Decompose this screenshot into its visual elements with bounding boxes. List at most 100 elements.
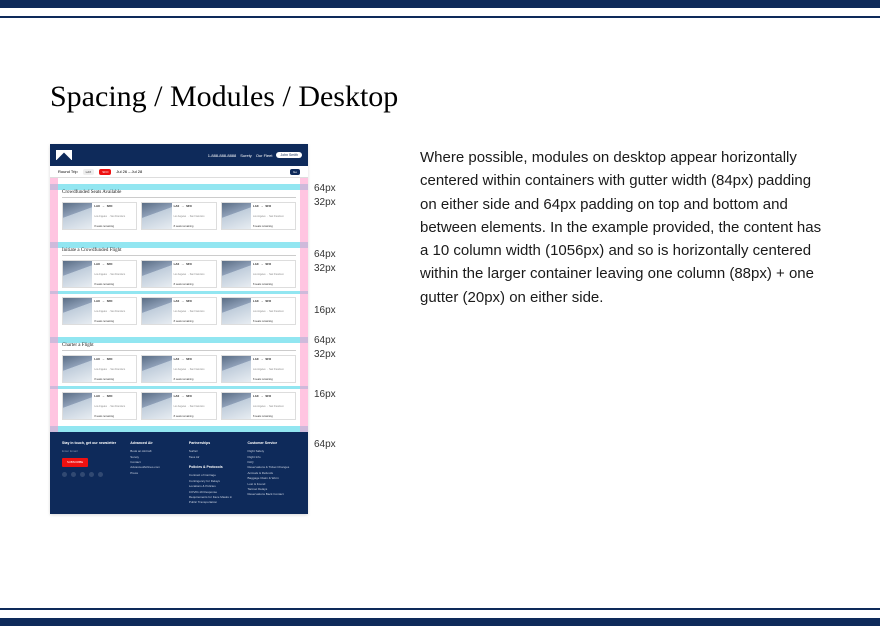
card-meta: LAX→SFOLos Angeles → San Francisco8 seat… (172, 261, 216, 287)
mockup-body: Crowdfunded Seats AvailableLAX→SFOLos An… (50, 178, 308, 432)
plane-image (63, 393, 92, 419)
header-link: Our Fleet (256, 153, 273, 158)
cyan-spacing-gap (50, 386, 308, 389)
plane-image (222, 203, 251, 229)
flight-card: LAX→SFOLos Angeles → San Francisco8 seat… (141, 202, 216, 230)
card-meta: LAX→SFOLos Angeles → San Francisco8 seat… (172, 203, 216, 229)
subscribe-button: SUBSCRIBE (62, 458, 88, 467)
footer-col-heading: Customer Service (247, 440, 296, 446)
card-meta: LAX→SFOLos Angeles → San Francisco8 seat… (92, 393, 136, 419)
flight-card: LAX→SFOLos Angeles → San Francisco8 seat… (141, 355, 216, 383)
card-meta: LAX→SFOLos Angeles → San Francisco8 seat… (251, 261, 295, 287)
card-meta: LAX→SFOLos Angeles → San Francisco8 seat… (172, 393, 216, 419)
plane-image (222, 298, 251, 324)
footer-col: Customer ServiceFlight SafetyFlight Info… (247, 440, 296, 506)
card-row: LAX→SFOLos Angeles → San Francisco8 seat… (62, 392, 296, 420)
mockup-header: 1-888-888-8888 Surety Our Fleet John Smi… (50, 144, 308, 166)
two-column-row: 1-888-888-8888 Surety Our Fleet John Smi… (50, 144, 830, 514)
email-placeholder: Enter Email (62, 449, 120, 454)
plane-image (63, 356, 92, 382)
top-thin-rule (0, 16, 880, 18)
plane-image (142, 261, 171, 287)
flight-card: LAX→SFOLos Angeles → San Francisco8 seat… (221, 202, 296, 230)
nav-triptype: Round Trip (58, 169, 78, 174)
plane-image (63, 298, 92, 324)
card-meta: LAX→SFOLos Angeles → San Francisco8 seat… (92, 261, 136, 287)
card-row: LAX→SFOLos Angeles → San Francisco8 seat… (62, 202, 296, 230)
mockup-column: 1-888-888-8888 Surety Our Fleet John Smi… (50, 144, 350, 514)
flight-card: LAX→SFOLos Angeles → San Francisco8 seat… (221, 260, 296, 288)
footer-col-heading: Advanced Air (130, 440, 179, 446)
footer-lead-col: Stay in touch, get our newsletter Enter E… (62, 440, 120, 506)
flight-card: LAX→SFOLos Angeles → San Francisco8 seat… (62, 297, 137, 325)
card-row: LAX→SFOLos Angeles → San Francisco8 seat… (62, 355, 296, 383)
cyan-spacing-gap (50, 426, 308, 432)
nav-from-chip: LAX (83, 169, 95, 175)
footer-col-heading: Policies & Protocols (189, 464, 238, 470)
bottom-thick-rule (0, 618, 880, 626)
description-text: Where possible, modules on desktop appea… (380, 144, 830, 309)
flight-card: LAX→SFOLos Angeles → San Francisco8 seat… (221, 392, 296, 420)
plane-image (142, 356, 171, 382)
card-meta: LAX→SFOLos Angeles → San Francisco8 seat… (251, 298, 295, 324)
user-pill: John Smith (276, 152, 302, 158)
flight-card: LAX→SFOLos Angeles → San Francisco8 seat… (62, 392, 137, 420)
plane-image (63, 203, 92, 229)
spacing-label: 32px (314, 350, 336, 360)
mockup-section: Initiate a Crowdfunded Flight LAX→SFOLos … (50, 236, 308, 331)
bottom-thin-rule (0, 608, 880, 610)
footer-col: Advanced AirBook an AircraftSuretyContac… (130, 440, 179, 506)
spacing-label: 64px (314, 336, 336, 346)
plane-image (222, 356, 251, 382)
wings-logo-icon (56, 150, 72, 160)
flight-card: LAX→SFOLos Angeles → San Francisco8 seat… (62, 260, 137, 288)
social-icons (62, 472, 120, 477)
nav-date: Jul 26 – Jul 28 (116, 169, 142, 174)
flight-card: LAX→SFOLos Angeles → San Francisco8 seat… (141, 392, 216, 420)
plane-image (222, 393, 251, 419)
card-meta: LAX→SFOLos Angeles → San Francisco8 seat… (251, 356, 295, 382)
section-heading: Charter a Flight (62, 343, 296, 351)
nav-to-chip: SFO (99, 169, 111, 175)
bottom-border-bar (0, 612, 880, 626)
card-row: LAX→SFOLos Angeles → San Francisco8 seat… (62, 297, 296, 325)
header-link: Surety (240, 153, 252, 158)
plane-image (222, 261, 251, 287)
spacing-label: 64px (314, 440, 336, 450)
footer-lead-title: Stay in touch, get our newsletter (62, 440, 120, 446)
flight-card: LAX→SFOLos Angeles → San Francisco8 seat… (221, 297, 296, 325)
spacing-label: 64px (314, 184, 336, 194)
spacing-label: 16px (314, 306, 336, 316)
page-title: Spacing / Modules / Desktop (50, 80, 830, 114)
footer-col-heading: Partnerships (189, 440, 238, 446)
footer-link: Taos Air (189, 455, 238, 460)
flight-card: LAX→SFOLos Angeles → San Francisco8 seat… (62, 202, 137, 230)
mockup-search-bar: Round Trip LAX SFO Jul 26 – Jul 28 Go (50, 166, 308, 178)
footer-link: Requirements for Face Masks in Public Tr… (189, 495, 238, 506)
card-meta: LAX→SFOLos Angeles → San Francisco8 seat… (172, 298, 216, 324)
card-meta: LAX→SFOLos Angeles → San Francisco8 seat… (92, 203, 136, 229)
card-meta: LAX→SFOLos Angeles → San Francisco8 seat… (92, 298, 136, 324)
spacing-label: 32px (314, 198, 336, 208)
plane-image (63, 261, 92, 287)
card-meta: LAX→SFOLos Angeles → San Francisco8 seat… (251, 393, 295, 419)
content-area: Spacing / Modules / Desktop 1-888-888-88… (50, 80, 830, 586)
flight-card: LAX→SFOLos Angeles → San Francisco8 seat… (221, 355, 296, 383)
nav-go-button: Go (290, 169, 300, 175)
desktop-mockup: 1-888-888-8888 Surety Our Fleet John Smi… (50, 144, 308, 514)
footer-link: Reservations Back Contact (247, 492, 296, 497)
header-phone: 1-888-888-8888 (208, 153, 236, 158)
footer-link: Press (130, 471, 179, 476)
mockup-section: Charter a Flight LAX→SFOLos Angeles → San… (50, 331, 308, 426)
footer-col: PartnershipsSurfairTaos AirPolicies & Pr… (189, 440, 238, 506)
section-heading: Initiate a Crowdfunded Flight (62, 248, 296, 256)
spacing-label: 64px (314, 250, 336, 260)
mockup-section: Crowdfunded Seats AvailableLAX→SFOLos An… (50, 178, 308, 236)
card-row: LAX→SFOLos Angeles → San Francisco8 seat… (62, 260, 296, 288)
flight-card: LAX→SFOLos Angeles → San Francisco8 seat… (62, 355, 137, 383)
spacing-label: 16px (314, 390, 336, 400)
cyan-spacing-gap (50, 291, 308, 294)
header-right: 1-888-888-8888 Surety Our Fleet John Smi… (208, 152, 302, 158)
spacing-label: 32px (314, 264, 336, 274)
flight-card: LAX→SFOLos Angeles → San Francisco8 seat… (141, 260, 216, 288)
